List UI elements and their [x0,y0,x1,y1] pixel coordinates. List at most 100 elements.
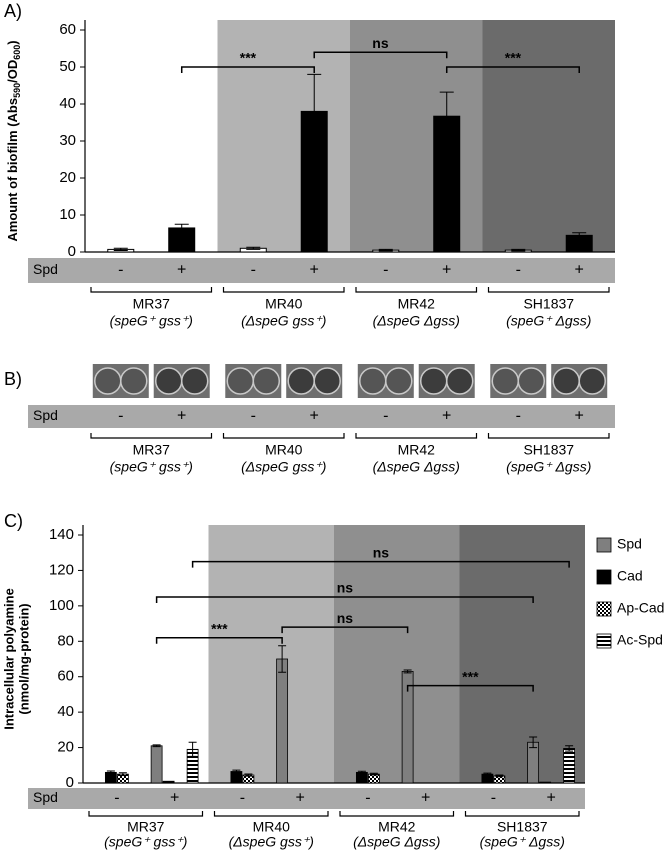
error-bar [244,773,253,777]
group-bracket [90,433,213,439]
group-bracket [487,287,610,293]
well [359,367,387,395]
strain-name: MR37 [133,442,171,458]
group-bracket [487,433,610,439]
well [180,367,209,395]
strain-name: MR40 [265,296,303,312]
spd-sign: + [575,408,584,425]
error-bar [565,745,574,752]
spd-sign: - [240,790,245,807]
strain-name: MR40 [253,819,291,835]
spd-sign: + [170,790,179,807]
significance-bracket [155,636,283,644]
legend-swatch [596,569,612,585]
spd-sign: + [295,790,304,807]
bar [563,748,576,784]
error-bar [495,774,504,778]
legend-label: Ac-Spd [617,632,663,648]
well [578,367,606,395]
y-tick-label: 20 [57,739,74,756]
error-bar-line [403,669,412,674]
panel-label: A) [4,1,22,21]
y-tick-label: 50 [59,58,76,75]
y-tick-label: 80 [57,632,74,649]
y-tick-label: 60 [57,668,74,685]
y-axis-title-part: ) [5,40,20,44]
error-bar [483,772,492,776]
error-bar-line [483,772,492,776]
strain-genotype: (ΔspeG gss⁺) [241,459,326,475]
group-bracket [222,433,345,439]
error-bar-line [572,232,587,239]
well [287,367,315,395]
spd-row-label: Spd [33,789,58,805]
error-bar-line [152,744,161,748]
spd-sign: - [516,408,521,425]
y-axis-title: Intracellular polyamine [1,588,16,730]
strain-genotype: (ΔspeG gss⁺) [241,313,326,329]
y-tick-label: 40 [59,95,76,112]
strain-name: MR37 [133,296,171,312]
spd-sign: - [118,408,123,425]
error-bar [378,248,393,252]
spd-sign: - [114,790,119,807]
y-axis-title-part: /OD [5,60,20,83]
y-tick-label: 20 [59,169,76,186]
legend-label: Ap-Cad [617,600,664,616]
error-bar-line [495,774,504,778]
error-bar-line [188,741,197,757]
spd-sign: + [546,790,555,807]
legend-label: Spd [617,536,642,552]
spd-sign: - [491,790,496,807]
strain-genotype: (ΔspeG gss⁺) [229,834,314,850]
error-bar-line [511,248,526,252]
error-bar [113,247,128,252]
strain-genotype: (ΔspeG Δgss) [353,834,440,850]
strain-name: MR42 [378,819,416,835]
y-axis-title-part: Amount of biofilm (Abs [5,98,20,242]
significance-bracket [406,684,534,692]
well [154,367,183,395]
well [120,367,148,395]
strain-genotype: (speG⁺ gss⁺) [110,313,193,329]
error-bar-line [118,772,127,777]
error-bar [246,246,261,250]
significance-label: *** [505,50,522,66]
spd-sign: - [383,262,388,279]
spd-sign: - [516,262,521,279]
y-axis-title: (nmol/mg-protein) [16,603,31,714]
error-bar-line [244,773,253,777]
error-bar [188,741,197,757]
spd-sign: + [575,262,584,279]
error-bar-line [565,745,574,752]
group-bracket [88,811,204,817]
spd-sign: + [177,408,186,425]
error-bar [307,73,322,149]
error-bar [403,669,412,674]
significance-label: ns [372,35,389,51]
spd-sign: - [365,790,370,807]
spd-sign: - [383,408,388,425]
strain-genotype: (speG⁺ Δgss) [506,459,591,475]
spd-row-label: Spd [33,261,58,277]
error-bar [529,736,538,749]
well [552,367,580,395]
legend-swatch [596,537,612,553]
group-background [350,20,483,252]
panel-label: C) [4,511,23,531]
group-background [217,20,350,252]
legend-swatch [596,633,612,649]
error-bar-line [232,769,241,774]
group-bracket [355,433,478,439]
error-bar-line [174,223,189,233]
bar [162,780,175,784]
well [491,367,520,395]
spd-sign: - [251,262,256,279]
y-tick-label: 100 [49,597,74,614]
y-tick-label: 10 [59,206,76,223]
group-background [85,20,218,252]
error-bar-line [106,770,115,775]
group-background [482,20,615,252]
error-bar [278,645,287,673]
error-bar [439,91,454,141]
